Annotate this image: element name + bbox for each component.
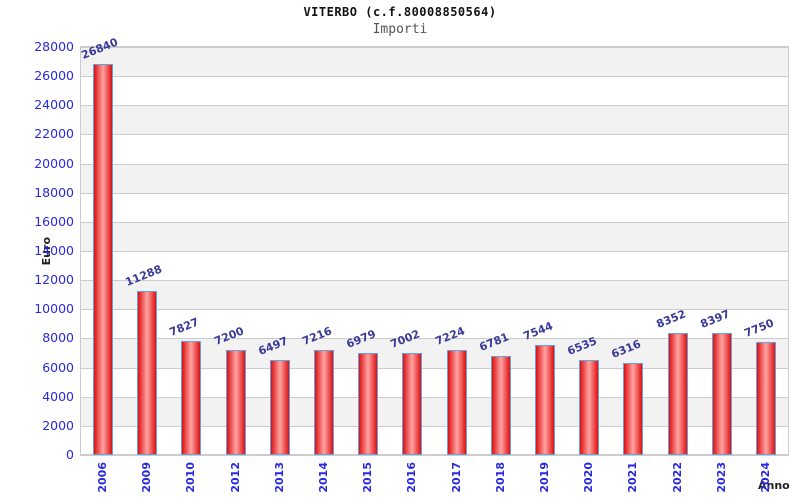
x-axis-tick-label: 2016	[405, 462, 419, 493]
y-axis-tick-label: 24000	[34, 97, 74, 113]
band-stripe	[81, 163, 788, 193]
gridline	[81, 76, 788, 78]
band-stripe	[81, 251, 788, 281]
y-axis-tick-label: 14000	[34, 243, 74, 258]
gridline	[81, 134, 788, 136]
x-axis-tick-label: 2024	[758, 462, 772, 493]
x-axis-tick-label: 2020	[582, 462, 596, 493]
band-stripe	[81, 192, 788, 222]
bar	[667, 333, 688, 455]
bar	[623, 362, 644, 455]
y-axis-tick-label: 12000	[34, 272, 74, 288]
y-axis-tick-label: 20000	[34, 155, 74, 171]
gridline	[81, 280, 788, 282]
x-axis-tick-label: 2012	[228, 462, 242, 493]
bar	[534, 345, 555, 455]
y-axis-tick-label: 0	[66, 447, 74, 462]
x-axis-tick-label: 2019	[537, 462, 551, 493]
x-axis-tick-label: 2018	[493, 462, 507, 493]
gridline	[81, 105, 788, 107]
bar	[402, 352, 423, 455]
x-axis-tick-label: 2017	[449, 462, 463, 493]
bar	[711, 332, 732, 455]
y-axis-tick-label: 6000	[42, 359, 74, 375]
x-axis-tick-label: 2006	[96, 462, 110, 493]
gridline	[81, 425, 788, 427]
x-axis-tick-label: 2022	[670, 462, 684, 493]
bar	[579, 359, 600, 455]
y-axis-tick-label: 26000	[34, 68, 74, 84]
bar	[93, 63, 114, 455]
x-axis-tick-label: 2015	[361, 462, 375, 493]
bar	[314, 349, 335, 455]
x-axis-tick-label: 2023	[714, 462, 728, 493]
gridline	[81, 396, 788, 398]
x-axis-title: Anno	[758, 479, 790, 492]
gridline	[81, 163, 788, 165]
bar	[269, 360, 290, 455]
chart-title: VITERBO (c.f.80008850564)	[303, 5, 497, 19]
bar	[137, 290, 158, 455]
y-axis-tick-label: 18000	[34, 184, 74, 200]
band-stripe	[81, 76, 788, 106]
band-stripe	[81, 105, 788, 135]
gridline	[81, 367, 788, 369]
x-axis-tick-label: 2014	[317, 462, 331, 493]
band-stripe	[81, 280, 788, 310]
x-axis-tick-label: 2013	[272, 462, 286, 493]
bar	[181, 340, 202, 455]
gridline	[81, 338, 788, 340]
gridline	[81, 309, 788, 311]
y-axis-tick-label: 16000	[34, 213, 74, 229]
band-stripe	[81, 134, 788, 164]
gridline	[81, 47, 788, 48]
x-axis-tick-label: 2009	[140, 462, 154, 493]
gridline	[81, 221, 788, 223]
bar	[490, 356, 511, 455]
y-axis-tick-label: 4000	[42, 388, 74, 404]
bar	[358, 353, 379, 455]
y-axis-tick-label: 10000	[34, 301, 74, 317]
gridline	[81, 192, 788, 194]
x-axis-tick-label: 2021	[626, 462, 640, 493]
plot-area: 26840 11288 7827 7200 6497 7216 6979 7002 7224 67…	[80, 35, 789, 456]
bar	[225, 350, 246, 455]
x-axis-tick-label: 2010	[184, 462, 198, 493]
y-axis-tick-label: 28000	[34, 39, 74, 54]
gridline	[81, 251, 788, 252]
chart-subtitle: Importi	[372, 22, 428, 37]
gridline	[81, 454, 788, 455]
band-stripe	[81, 221, 788, 251]
band-stripe	[81, 47, 788, 77]
y-axis-tick-label: 22000	[34, 126, 74, 142]
bar	[755, 342, 776, 455]
y-axis-tick-label: 8000	[42, 330, 74, 346]
y-axis-tick-label: 2000	[42, 417, 74, 433]
bar	[446, 349, 467, 455]
